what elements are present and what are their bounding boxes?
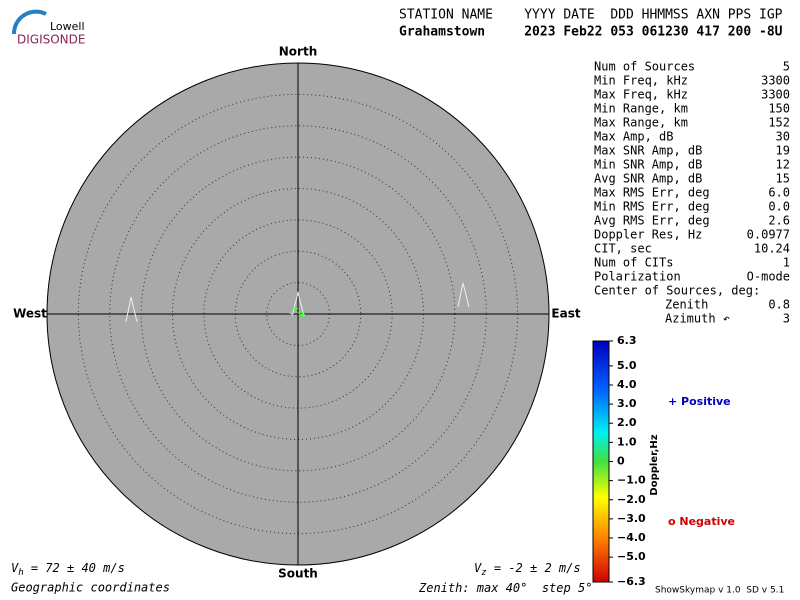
- east-label: East: [551, 307, 580, 321]
- colorbar-tick-label: 3.0: [617, 397, 637, 410]
- stat-label: Max Freq, kHz: [594, 88, 688, 102]
- vh: Vh = 72 ± 40 m/s: [11, 561, 125, 578]
- logo-top: Lowell: [50, 20, 85, 33]
- stat-label: Min Range, km: [594, 102, 688, 116]
- stat-label: Min RMS Err, deg: [594, 200, 710, 214]
- trace: [125, 296, 138, 323]
- legend-negative: o Negative: [668, 515, 735, 528]
- stat-label: Max Range, km: [594, 116, 688, 130]
- colorbar-tick-label: 5.0: [617, 359, 637, 372]
- stat-label: Num of CITs: [594, 256, 673, 270]
- stat-value: 15: [776, 172, 790, 186]
- stat-label: Num of Sources: [594, 60, 695, 74]
- stat-label: Max SNR Amp, dB: [594, 144, 702, 158]
- stat-value: 30: [776, 130, 790, 144]
- stat-value: 150: [768, 102, 790, 116]
- stat-label: Avg RMS Err, deg: [594, 214, 710, 228]
- stat-value: 0.0: [768, 200, 790, 214]
- zenith-note: Zenith: max 40° step 5°: [418, 581, 592, 595]
- stat-label: Polarization: [594, 270, 681, 284]
- coords-label: Geographic coordinates: [11, 581, 170, 595]
- colorbar-tick-label: −5.0: [617, 550, 646, 563]
- version: ShowSkymap v 1.0 SD v 5.1: [655, 586, 784, 596]
- colorbar-label: Doppler,Hz: [649, 434, 660, 495]
- colorbar-tick-label: 2.0: [617, 416, 637, 429]
- west-label: West: [13, 307, 47, 321]
- stat-label: Min Freq, kHz: [594, 74, 688, 88]
- stat-value: 3300: [761, 74, 790, 88]
- source-point: +: [289, 310, 295, 320]
- stat-value: 0.8: [768, 298, 790, 312]
- colorbar: [592, 340, 610, 583]
- stat-label: Azimuth ↶: [665, 312, 730, 326]
- stat-value: O-mode: [747, 270, 790, 284]
- logo-swoosh: [11, 9, 47, 35]
- vz: Vz = -2 ± 2 m/s: [474, 561, 581, 578]
- header-line: Grahamstown 2023 Feb22 053 061230 417 20…: [399, 25, 783, 40]
- stat-label: Max RMS Err, deg: [594, 186, 710, 200]
- stat-label: Center of Sources, deg:: [594, 284, 760, 298]
- legend-positive: + Positive: [668, 395, 731, 408]
- stat-value: 152: [768, 116, 790, 130]
- stat-value: 6.0: [768, 186, 790, 200]
- header-line: STATION NAME YYYY DATE DDD HHMMSS AXN PP…: [399, 8, 783, 23]
- colorbar-tick-label: −6.3: [617, 575, 646, 588]
- stat-label: Max Amp, dB: [594, 130, 673, 144]
- stat-label: Zenith: [665, 298, 708, 312]
- colorbar-tick-label: 6.3: [617, 334, 637, 347]
- stat-label: CIT, sec: [594, 242, 652, 256]
- stat-value: 0.0977: [747, 228, 790, 242]
- stat-value: 1: [783, 256, 790, 270]
- stat-value: 3300: [761, 88, 790, 102]
- colorbar-tick-label: −2.0: [617, 493, 646, 506]
- stat-value: 2.6: [768, 214, 790, 228]
- colorbar-tick-label: 4.0: [617, 378, 637, 391]
- logo-bottom: DIGISONDE: [17, 33, 85, 47]
- colorbar-tick-label: 1.0: [617, 435, 637, 448]
- stat-value: 5: [783, 60, 790, 74]
- source-point: +: [300, 310, 306, 320]
- trace: [457, 282, 470, 308]
- trace: [291, 291, 305, 317]
- source-point: +: [293, 305, 299, 315]
- stat-value: 19: [776, 144, 790, 158]
- colorbar-tick-label: 0: [617, 455, 625, 468]
- stat-value: 12: [776, 158, 790, 172]
- colorbar-tick-label: −4.0: [617, 531, 646, 544]
- north-label: North: [279, 45, 317, 59]
- south-label: South: [278, 567, 318, 581]
- stat-value: 10.24: [754, 242, 790, 256]
- colorbar-tick-label: −3.0: [617, 512, 646, 525]
- stat-label: Avg SNR Amp, dB: [594, 172, 702, 186]
- stat-label: Doppler Res, Hz: [594, 228, 702, 242]
- colorbar-tick-label: −1.0: [617, 474, 646, 487]
- source-point: +: [297, 309, 303, 319]
- stat-label: Min SNR Amp, dB: [594, 158, 702, 172]
- stat-value: 3: [783, 312, 790, 326]
